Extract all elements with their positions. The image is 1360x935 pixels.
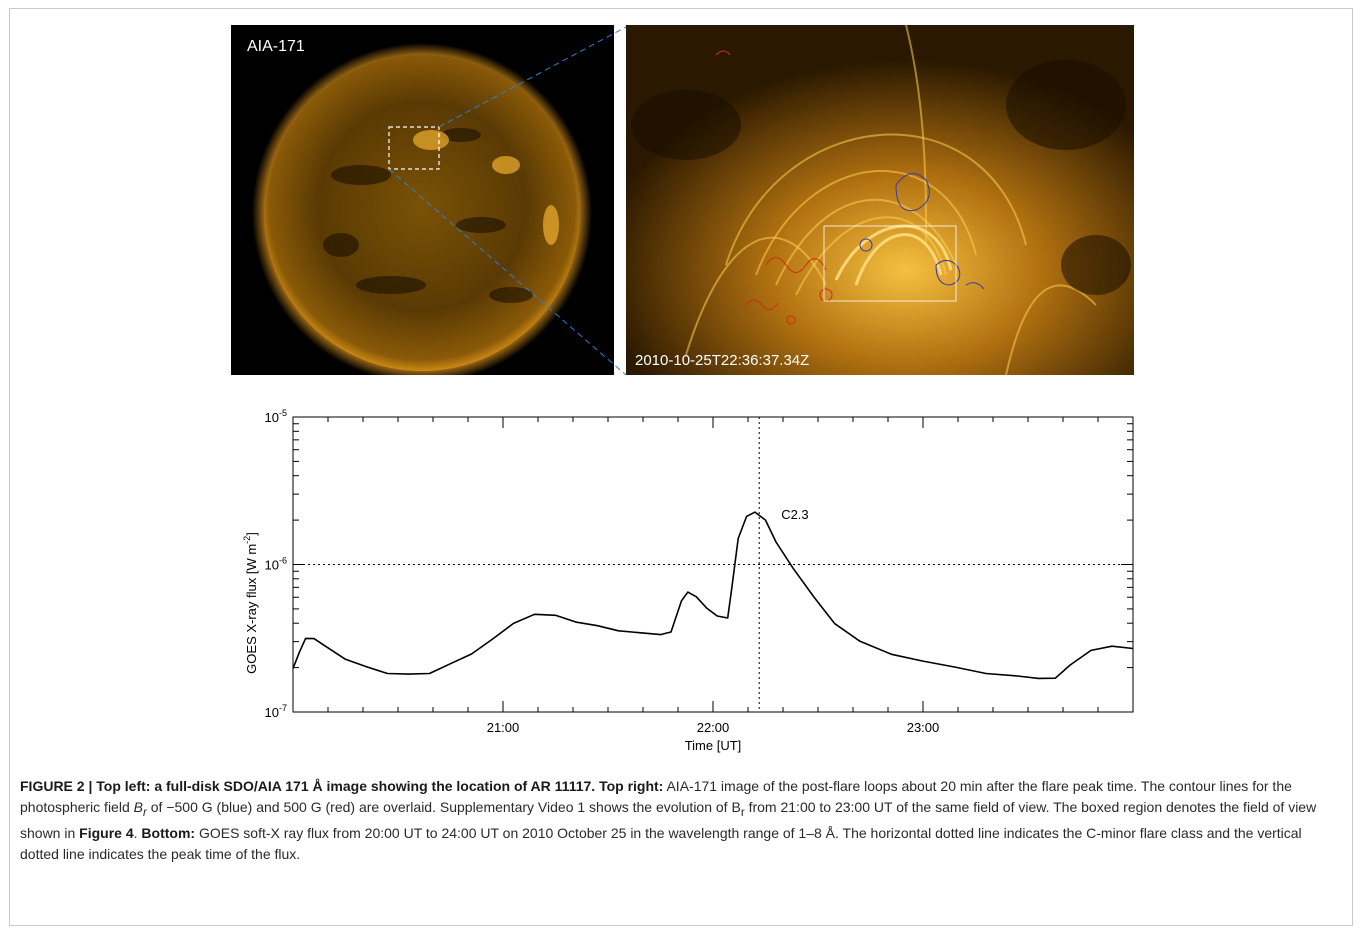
x-tick-label: 22:00 [697, 720, 730, 735]
flux-series-line-0 [292, 511, 1134, 680]
caption-text-1: AIA-171 image of the post-flare loops ab… [20, 778, 1292, 815]
sun-disk-graphic [252, 43, 592, 375]
caption-bottom-label: Bottom: [141, 824, 196, 841]
caption-br: B [133, 799, 143, 815]
caption-br-sub-2: r [740, 805, 745, 819]
svg-text:GOES X-ray flux [W m-2]: GOES X-ray flux [W m-2] [242, 532, 259, 674]
caption-label: FIGURE 2 | [20, 778, 97, 794]
field-of-view-box [823, 225, 957, 302]
caption-br-sub: r [142, 805, 147, 819]
caption-text-3: from 21:00 to 23:00 UT of the same field… [20, 799, 1317, 841]
goes-flux-chart: GOES X-ray flux [W m-2] Time [UT] 10-5 10… [220, 395, 1145, 760]
y-axis-title: GOES X-ray flux [W m-2] [242, 532, 259, 674]
goes-flux-svg: GOES X-ray flux [W m-2] Time [UT] 10-5 10… [242, 408, 1134, 753]
peak-annotation-c2-3: C2.3 [781, 507, 808, 522]
image-timestamp: 2010-10-25T22:36:37.34Z [635, 352, 810, 369]
y-tick-label: 10-6 [265, 556, 287, 573]
post-flare-loops-graphic [626, 25, 1134, 375]
caption-text-5: GOES soft-X ray flux from 20:00 UT to 24… [20, 824, 1302, 862]
caption-figure-ref: Figure 4 [79, 824, 134, 841]
caption-text-4: . [133, 824, 142, 841]
x-axis-title: Time [UT] [685, 738, 742, 753]
y-tick-label: 10-5 [265, 408, 287, 425]
full-disk-sun-image: AIA-171 [231, 25, 614, 375]
x-tick-label: 23:00 [907, 720, 940, 735]
figure-caption: FIGURE 2 | Top left: a full-disk SDO/AIA… [20, 776, 1340, 865]
caption-bold-1: Top left: a full-disk SDO/AIA 171 Å imag… [96, 778, 664, 794]
x-tick-label: 21:00 [487, 720, 520, 735]
region-box [388, 126, 440, 170]
y-tick-label: 10-7 [265, 703, 287, 720]
zoomed-active-region-image: 2010-10-25T22:36:37.34Z [626, 25, 1134, 375]
panel-label-aia171: AIA-171 [247, 38, 305, 55]
caption-text-2: of −500 G (blue) and 500 G (red) are ove… [146, 799, 741, 815]
figure-frame [9, 8, 1353, 926]
